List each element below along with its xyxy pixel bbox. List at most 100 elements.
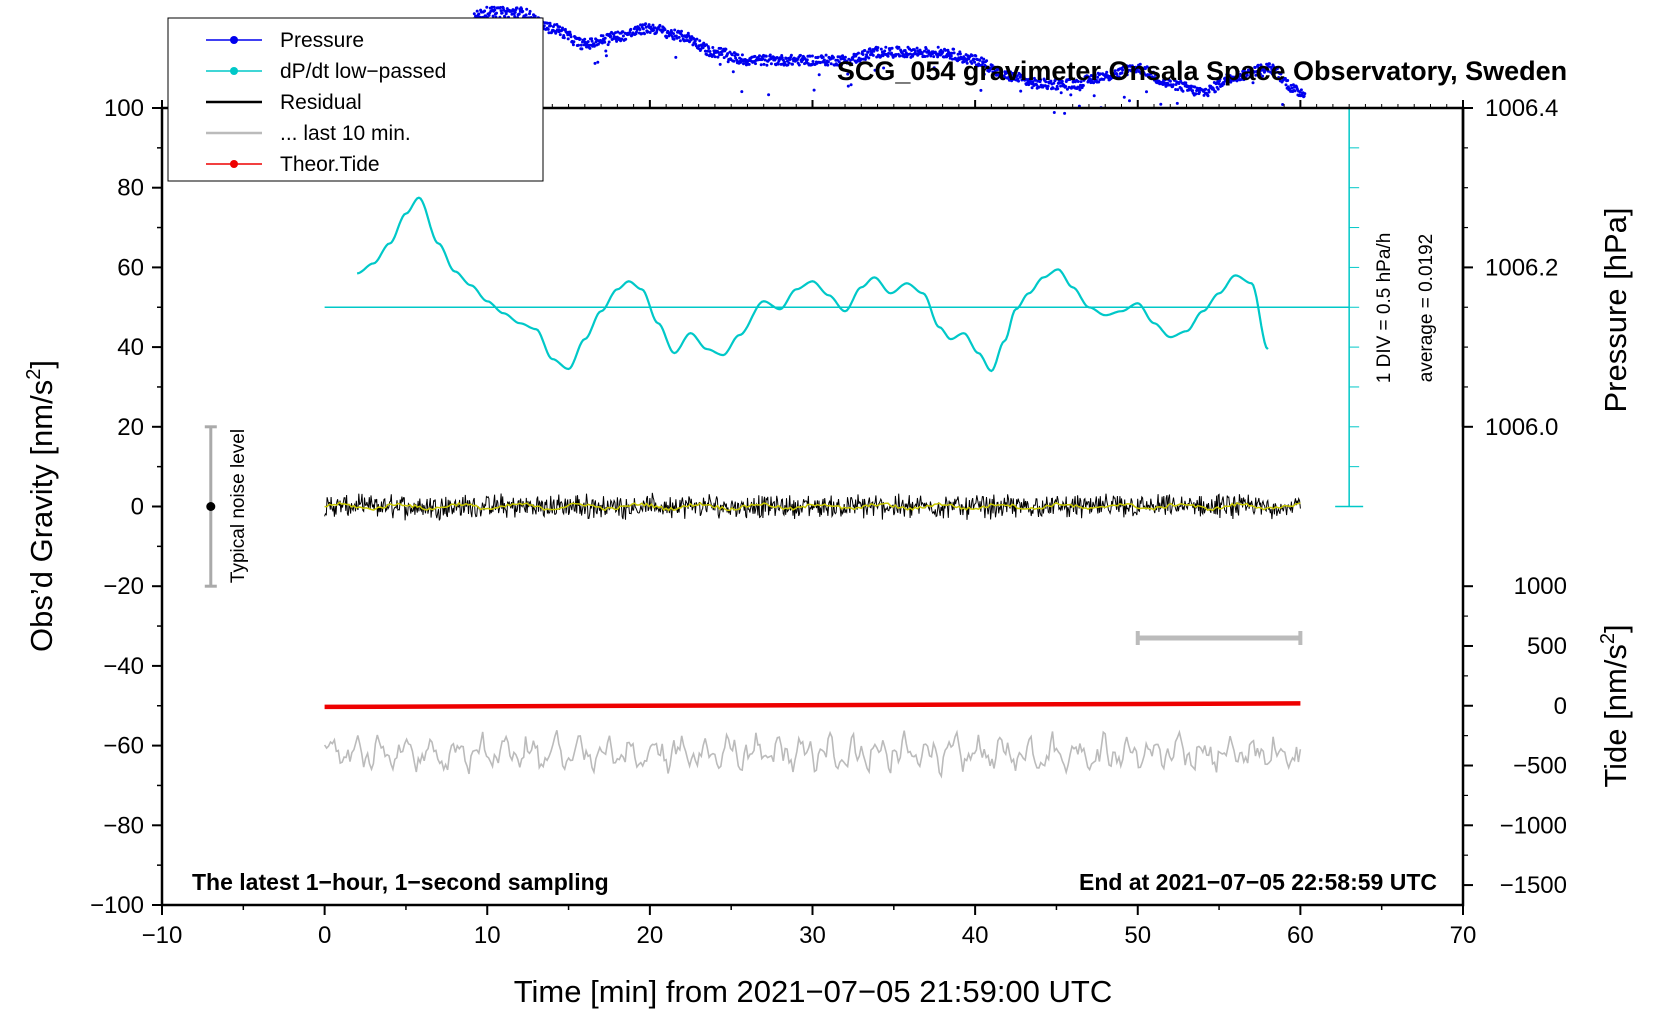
pressure-point	[528, 9, 532, 13]
pressure-point	[596, 42, 600, 46]
pressure-point	[915, 46, 919, 50]
pressure-point	[1181, 89, 1185, 93]
pressure-point	[783, 60, 786, 64]
pressure-point	[1258, 72, 1262, 76]
pressure-point	[1255, 73, 1259, 77]
y-tick-label: 40	[117, 334, 144, 361]
y-tick-label: 100	[104, 95, 144, 122]
pressure-point	[513, 10, 517, 14]
pressure-point	[758, 54, 761, 58]
pressure-point	[861, 53, 865, 56]
pressure-point	[641, 23, 645, 27]
pressure-point	[674, 55, 678, 59]
pressure-point	[810, 54, 814, 58]
pressure-point	[1290, 86, 1294, 90]
pressure-point	[1125, 73, 1129, 77]
pressure-point	[768, 53, 772, 57]
pressure-point	[603, 36, 607, 40]
pressure-point	[528, 12, 531, 16]
pressure-point	[740, 53, 744, 57]
pressure-point	[1115, 72, 1119, 76]
x-tick-label: 70	[1450, 922, 1477, 949]
pressure-point	[500, 11, 504, 15]
pressure-point	[1168, 79, 1172, 83]
pressure-point	[592, 42, 596, 46]
pressure-point	[1090, 78, 1094, 82]
pressure-point	[1015, 74, 1019, 78]
pressure-point	[693, 40, 697, 43]
pressure-point	[593, 61, 597, 65]
pressure-point	[566, 37, 570, 41]
y-tick-label: −40	[103, 653, 144, 680]
pressure-point	[697, 47, 701, 50]
pressure-point	[1225, 73, 1229, 77]
pressure-point	[1098, 72, 1102, 76]
pressure-point	[653, 26, 657, 30]
pressure-point	[646, 30, 650, 34]
pressure-point	[805, 58, 809, 62]
pressure-point	[845, 61, 849, 65]
pressure-point	[558, 33, 562, 37]
pressure-point	[1239, 74, 1243, 78]
pressure-point	[586, 40, 590, 44]
pressure-point	[754, 62, 757, 66]
chart-title: SCG_054 gravimeter Onsala Space Observat…	[837, 56, 1567, 86]
x-tick-label: 60	[1287, 922, 1314, 949]
pressure-point	[1275, 67, 1279, 71]
pressure-point	[816, 55, 820, 59]
pressure-point	[678, 39, 682, 43]
pressure-point	[624, 37, 628, 41]
pressure-point	[886, 54, 890, 58]
pressure-point	[1081, 84, 1085, 87]
pressure-point	[521, 9, 525, 13]
pressure-point	[952, 47, 956, 51]
pressure-point	[850, 62, 854, 66]
pressure-point	[843, 55, 847, 59]
pressure-point	[546, 21, 550, 25]
pressure-point	[952, 51, 956, 55]
pressure-point	[1153, 76, 1157, 80]
series-theor-tide	[324, 701, 1301, 710]
pressure-point	[621, 30, 625, 34]
pressure-point	[680, 29, 683, 33]
pressure-point	[1077, 85, 1081, 89]
pressure-point	[993, 65, 997, 69]
pressure-point	[817, 73, 821, 77]
pressure-point	[1244, 76, 1248, 80]
pressure-point	[839, 57, 843, 61]
legend-box	[167, 17, 544, 182]
tide-tick-label: 0	[1554, 693, 1567, 720]
pressure-point	[1298, 90, 1302, 94]
pressure-point	[604, 54, 608, 58]
pressure-point	[672, 37, 676, 41]
pressure-point	[495, 11, 498, 15]
y-axis-title-tide: Tide [nm/s2]	[1597, 624, 1633, 787]
pressure-point	[719, 46, 723, 50]
pressure-point	[1159, 102, 1163, 106]
pressure-point	[1105, 70, 1109, 74]
pressure-point	[973, 60, 977, 64]
y-tick-label: −80	[103, 812, 144, 839]
pressure-point	[1060, 79, 1064, 83]
pressure-point	[826, 63, 830, 67]
tide-tick-label: −500	[1513, 753, 1567, 780]
pressure-point	[1174, 83, 1178, 86]
pressure-point	[572, 40, 576, 44]
pressure-point	[648, 31, 652, 34]
pressure-point	[882, 66, 886, 70]
pressure-point	[510, 12, 514, 16]
pressure-point	[568, 30, 572, 34]
pressure-point	[1009, 70, 1012, 74]
pressure-point	[629, 27, 633, 31]
pressure-point	[1260, 65, 1263, 69]
pressure-point	[1253, 66, 1257, 69]
legend-label: dP/dt low−passed	[280, 60, 446, 83]
pressure-point	[1034, 78, 1037, 82]
pressure-point	[633, 25, 637, 29]
pressure-point	[1068, 77, 1072, 81]
pressure-point	[665, 36, 669, 40]
pressure-point	[483, 9, 487, 13]
pressure-point	[1175, 101, 1179, 105]
pressure-point	[492, 5, 496, 9]
pressure-point	[1067, 85, 1071, 89]
